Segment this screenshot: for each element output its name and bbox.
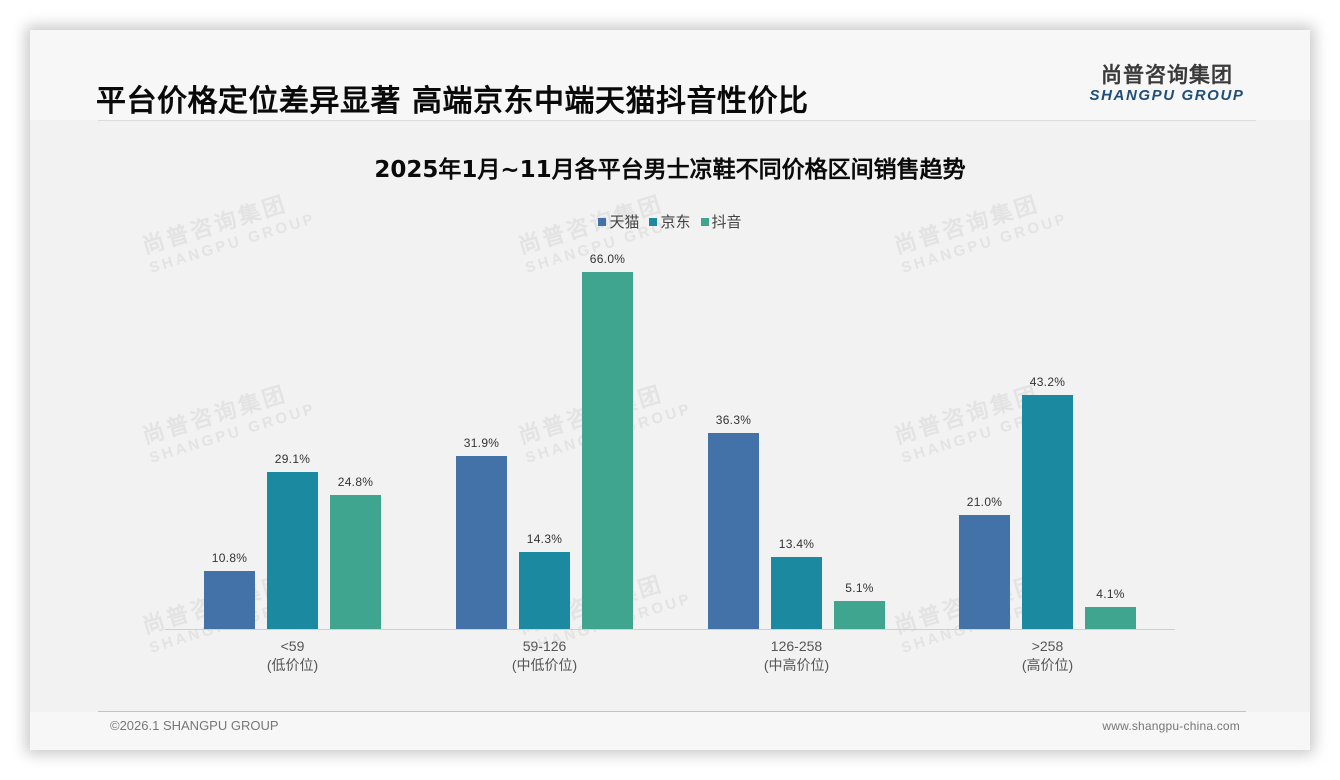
bar-value-label: 10.8% — [211, 550, 248, 565]
legend-swatch-jd — [649, 217, 658, 226]
category-tier: (高价位) — [1021, 657, 1074, 673]
header-band — [30, 30, 1310, 120]
bar-tmall — [456, 456, 507, 629]
bar-douyin — [330, 494, 381, 629]
bar-value-label: 66.0% — [589, 252, 626, 266]
header-divider — [98, 120, 1256, 121]
x-axis-category-label: 59-126 (中低价位) — [445, 637, 645, 675]
category-range: >258 — [1031, 638, 1064, 654]
x-axis-line — [165, 629, 1175, 630]
footer-copyright: ©2026.1 SHANGPU GROUP — [110, 718, 279, 733]
category-tier: (中高价位) — [763, 657, 830, 673]
legend-label-douyin: 抖音 — [711, 214, 742, 231]
logo-cn-text: 尚普咨询集团 — [1101, 63, 1233, 87]
bar-value-label: 43.2% — [1029, 375, 1066, 390]
bar-jd — [1022, 395, 1073, 629]
bar-chart-plot: 10.8% 31.9% 36.3% 21.0% 29.1% 14.3% 13.4% 43.2%… — [165, 230, 1175, 673]
category-range: <59 — [280, 638, 305, 654]
legend-swatch-douyin — [700, 217, 709, 226]
bar-value-label: 21.0% — [966, 495, 1003, 510]
x-axis-category-label: 126-258 (中高价位) — [697, 637, 897, 675]
bar-tmall — [708, 432, 759, 629]
category-range: 126-258 — [770, 638, 823, 654]
legend-item-douyin: 抖音 — [700, 211, 742, 232]
footer-band — [30, 712, 1310, 750]
category-range: 59-126 — [522, 638, 567, 654]
chart-legend: 天猫 京东 抖音 — [30, 211, 1310, 232]
category-tier: (低价位) — [266, 657, 319, 673]
x-axis-category-label: <59 (低价位) — [193, 637, 393, 675]
bar-douyin — [834, 601, 885, 629]
logo-en-text: SHANGPU GROUP — [1089, 87, 1245, 104]
bar-value-label: 36.3% — [715, 412, 752, 427]
bar-jd — [771, 556, 822, 629]
chart-title: 2025年1月~11月各平台男士凉鞋不同价格区间销售趋势 — [374, 157, 966, 183]
bar-value-label: 24.8% — [337, 474, 374, 489]
category-tier: (中低价位) — [511, 657, 578, 673]
legend-label-tmall: 天猫 — [609, 214, 640, 231]
bar-douyin — [582, 272, 633, 629]
legend-item-tmall: 天猫 — [598, 211, 639, 232]
bar-jd — [519, 551, 570, 629]
page-title: 平台价格定位差异显著 高端京东中端天猫抖音性价比 — [96, 84, 809, 119]
slide: 平台价格定位差异显著 高端京东中端天猫抖音性价比 尚普咨询集团 SHANGPU … — [30, 30, 1310, 750]
legend-label-jd: 京东 — [660, 214, 691, 231]
footer-website: www.shangpu-china.com — [1102, 719, 1240, 733]
bar-tmall — [204, 570, 255, 629]
bar-value-label: 29.1% — [274, 451, 311, 466]
bar-tmall — [959, 515, 1010, 629]
bar-value-label: 5.1% — [845, 581, 874, 596]
bar-value-label: 31.9% — [463, 436, 500, 451]
bar-value-label: 13.4% — [778, 536, 815, 551]
x-axis-category-label: >258 (高价位) — [948, 637, 1148, 675]
footer-divider — [98, 711, 1246, 712]
bar-jd — [267, 471, 318, 629]
legend-item-jd: 京东 — [649, 211, 691, 232]
company-logo: 尚普咨询集团 SHANGPU GROUP — [1087, 63, 1247, 105]
legend-swatch-tmall — [598, 217, 607, 226]
bar-douyin — [1085, 606, 1136, 629]
bar-value-label: 14.3% — [526, 531, 563, 546]
bar-value-label: 4.1% — [1096, 586, 1125, 601]
